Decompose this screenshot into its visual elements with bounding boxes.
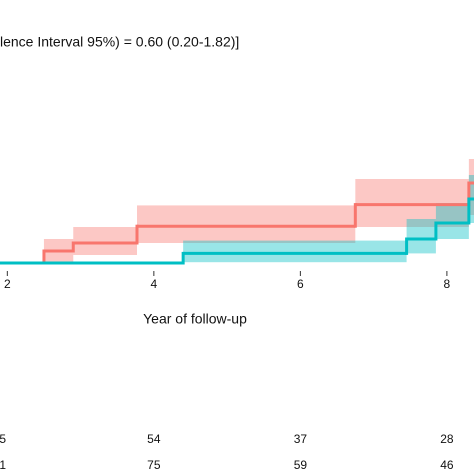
x-tick-label: 8 — [444, 277, 451, 291]
risk-table-cell: 75 — [147, 458, 161, 472]
plot-area — [0, 159, 474, 265]
risk-table-cell: 28 — [440, 432, 454, 446]
x-axis-label: Year of follow-up — [143, 311, 247, 327]
risk-table-cell: 59 — [294, 458, 308, 472]
confidence-band — [468, 159, 474, 215]
risk-table-cell: 37 — [294, 432, 308, 446]
risk-table-cell: 54 — [147, 432, 161, 446]
confidence-band — [355, 179, 469, 227]
x-tick-label: 2 — [4, 277, 11, 291]
x-tick-label: 6 — [297, 277, 304, 291]
chart-title: lence Interval 95%) = 0.60 (0.20-1.82)] — [0, 34, 239, 50]
risk-table-cell: 65 — [0, 432, 6, 446]
risk-table-cell: 91 — [0, 458, 6, 472]
confidence-band — [183, 240, 407, 263]
confidence-band — [435, 203, 469, 239]
confidence-band — [73, 227, 137, 255]
confidence-band — [136, 205, 356, 243]
confidence-band — [406, 219, 436, 254]
risk-table-cell: 46 — [440, 458, 454, 472]
x-tick-label: 4 — [151, 277, 158, 291]
